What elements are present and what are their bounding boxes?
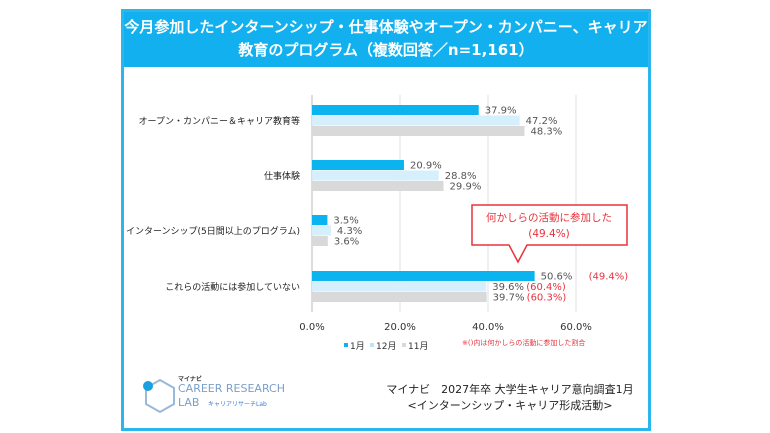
bar xyxy=(312,271,535,281)
bar xyxy=(312,281,487,292)
bar xyxy=(312,170,439,181)
category-label: オープン・カンパニー＆キャリア教育等 xyxy=(139,115,300,127)
title-line-1: 今月参加したインターンシップ・仕事体験やオープン・カンパニー、キャリア xyxy=(124,18,648,36)
bar xyxy=(312,115,520,126)
footer-line-2: <インターンシップ・キャリア形成活動> xyxy=(407,399,613,412)
x-tick-label: 20.0% xyxy=(384,322,416,333)
legend-swatch xyxy=(344,343,348,347)
data-label: 47.2% xyxy=(526,116,558,127)
title-line-2: 教育のプログラム（複数回答／n=1,161） xyxy=(238,41,534,59)
bar xyxy=(312,105,479,115)
participation-label: (49.4%) xyxy=(589,272,629,283)
category-label: インターンシップ(5日間以上のプログラム) xyxy=(126,225,300,237)
participation-label: (60.3%) xyxy=(527,293,567,304)
data-label: 50.6% xyxy=(541,272,573,283)
logo-name: CAREER RESEARCH xyxy=(178,382,285,395)
x-tick-label: 40.0% xyxy=(472,322,504,333)
data-label: 20.9% xyxy=(410,161,442,172)
logo-sub: キャリアリサーチLab xyxy=(208,401,267,408)
x-tick-label: 0.0% xyxy=(299,322,324,333)
legend-swatch xyxy=(370,343,374,347)
bar xyxy=(312,236,328,246)
callout-line-1: 何かしらの活動に参加した xyxy=(486,211,612,224)
bar xyxy=(312,160,404,170)
callout-line-2: (49.4%) xyxy=(528,228,570,240)
data-label: 4.3% xyxy=(337,226,362,237)
x-tick-label: 60.0% xyxy=(560,322,592,333)
legend-swatch xyxy=(402,343,406,347)
bar xyxy=(312,292,487,302)
data-label: 28.8% xyxy=(445,171,477,182)
logo-brand: マイナビ xyxy=(178,376,202,383)
participation-label: (60.4%) xyxy=(526,282,566,293)
data-label: 29.9% xyxy=(450,182,482,193)
data-label: 39.6% xyxy=(492,282,524,293)
data-label: 48.3% xyxy=(531,127,563,138)
footer-line-1: マイナビ 2027年卒 大学生キャリア意向調査1月 xyxy=(386,383,634,396)
cube-logo-icon xyxy=(143,378,175,414)
bar xyxy=(312,126,525,136)
category-label: 仕事体験 xyxy=(264,170,300,182)
data-label: 39.7% xyxy=(493,293,525,304)
chart-title: 今月参加したインターンシップ・仕事体験やオープン・カンパニー、キャリア 教育のプ… xyxy=(124,12,648,67)
bar xyxy=(312,215,328,225)
data-label: 37.9% xyxy=(485,106,517,117)
bar xyxy=(312,225,331,236)
footer-source: マイナビ 2027年卒 大学生キャリア意向調査1月 <インターンシップ・キャリア… xyxy=(380,381,640,413)
bar xyxy=(312,181,444,191)
data-label: 3.5% xyxy=(333,216,358,227)
category-label: これらの活動には参加していない xyxy=(165,281,300,293)
legend-label: 11月 xyxy=(408,341,428,352)
note: ※()内は何かしらの活動に参加した割合 xyxy=(462,338,585,347)
legend-label: 12月 xyxy=(376,341,396,352)
callout-box xyxy=(471,204,628,264)
legend-label: 1月 xyxy=(350,341,365,352)
data-label: 3.6% xyxy=(334,237,359,248)
logo-lab: LAB xyxy=(178,396,200,409)
